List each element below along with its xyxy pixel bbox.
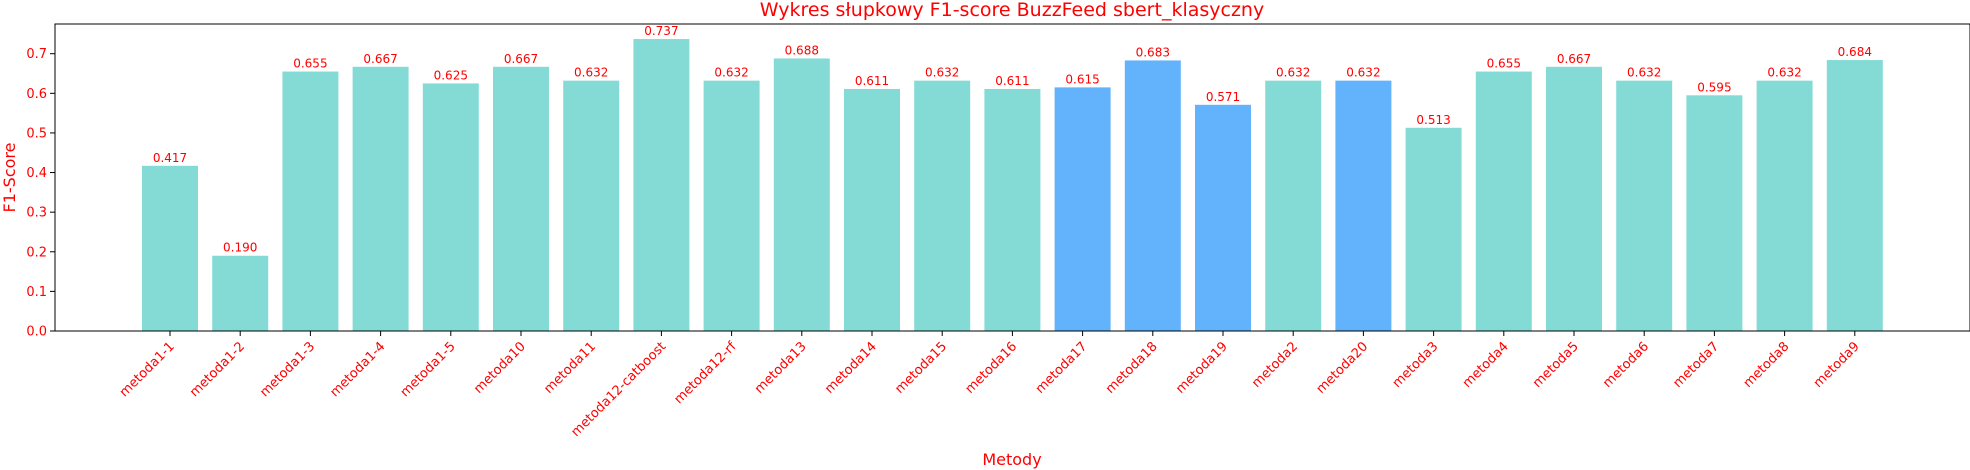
data-label-metoda2: 0.632 [1276, 66, 1310, 80]
bars-group: 0.417 0.190 0.655 0.667 0.625 0.667 0.632 0.737… [142, 24, 1883, 332]
data-label-metoda14: 0.611 [855, 74, 889, 88]
x-tick-label-metoda13: metoda13 [752, 339, 810, 397]
bar-metoda11 [563, 80, 620, 331]
bar-metoda10 [493, 66, 549, 332]
bar-metoda1-4 [352, 66, 409, 332]
data-label-metoda12-rf: 0.632 [714, 66, 748, 80]
x-tick-label-metoda2: metoda2 [1249, 339, 1301, 391]
x-tick-label-metoda3: metoda3 [1390, 339, 1442, 391]
y-tick-label: 0.6 [26, 87, 47, 102]
x-tick-label-metoda11: metoda11 [541, 339, 599, 397]
bar-metoda1-1 [142, 165, 198, 331]
bar-metoda5 [1546, 66, 1602, 332]
data-label-metoda3: 0.513 [1416, 113, 1450, 127]
y-tick-label: 0.5 [26, 126, 47, 141]
y-tick-label: 0.7 [26, 47, 47, 62]
y-tick-label: 0.2 [26, 245, 47, 260]
data-label-metoda19: 0.571 [1206, 90, 1240, 104]
x-tick-label-metoda6: metoda6 [1600, 339, 1652, 391]
plot-frame [54, 23, 1970, 332]
bar-metoda15 [914, 80, 971, 331]
bar-metoda17 [1054, 87, 1111, 331]
x-tick-label-metoda7: metoda7 [1670, 339, 1722, 391]
bar-metoda14 [844, 88, 900, 331]
data-label-metoda8: 0.632 [1767, 66, 1801, 80]
x-tick-label-metoda1-5: metoda1-5 [398, 339, 459, 400]
data-label-metoda1-1: 0.417 [153, 151, 187, 165]
data-label-metoda9: 0.684 [1838, 45, 1872, 59]
data-label-metoda1-4: 0.667 [363, 52, 397, 66]
x-tick-label-metoda12-rf: metoda12-rf [671, 339, 739, 407]
y-axis: 0.0 0.1 0.2 0.3 0.4 0.5 0.6 0.7 [26, 47, 55, 340]
x-axis-label: Metody [982, 450, 1041, 469]
bar-metoda18 [1124, 60, 1181, 331]
bar-metoda12-rf [703, 80, 760, 331]
x-tick-label-metoda14: metoda14 [822, 339, 880, 397]
y-tick-label: 0.4 [26, 166, 47, 181]
data-label-metoda1-2: 0.190 [223, 241, 257, 255]
x-tick-label-metoda9: metoda9 [1811, 339, 1863, 391]
x-tick-label-metoda20: metoda20 [1314, 339, 1372, 397]
data-label-metoda16: 0.611 [995, 74, 1029, 88]
data-label-metoda10: 0.667 [504, 52, 538, 66]
y-axis-label: F1-Score [0, 143, 19, 213]
data-label-metoda6: 0.632 [1627, 66, 1661, 80]
x-tick-label-metoda16: metoda16 [963, 339, 1021, 397]
x-tick-label-metoda4: metoda4 [1460, 339, 1512, 391]
bar-metoda16 [984, 88, 1041, 331]
x-tick-label-metoda19: metoda19 [1173, 339, 1231, 397]
data-label-metoda18: 0.683 [1136, 45, 1170, 59]
x-tick-label-metoda1-2: metoda1-2 [187, 339, 248, 400]
y-tick-label: 0.3 [26, 206, 47, 221]
x-tick-label-metoda1-4: metoda1-4 [327, 339, 388, 400]
bar-metoda19 [1195, 104, 1251, 331]
data-label-metoda5: 0.667 [1557, 52, 1591, 66]
data-label-metoda12-catboost: 0.737 [644, 24, 678, 38]
bar-metoda6 [1616, 80, 1673, 331]
data-label-metoda13: 0.688 [785, 43, 819, 57]
data-label-metoda15: 0.632 [925, 66, 959, 80]
bar-metoda1-2 [212, 255, 269, 331]
data-label-metoda20: 0.632 [1346, 66, 1380, 80]
x-axis: metoda1-1 metoda1-2 metoda1-3 metoda1-4 meto… [117, 331, 1863, 440]
chart-title: Wykres słupkowy F1-score BuzzFeed sbert_… [760, 0, 1264, 21]
x-tick-label-metoda18: metoda18 [1103, 339, 1161, 397]
data-label-metoda7: 0.595 [1697, 80, 1731, 94]
bar-metoda2 [1265, 80, 1322, 331]
x-tick-label-metoda10: metoda10 [471, 339, 529, 397]
x-tick-label-metoda15: metoda15 [892, 339, 950, 397]
bar-metoda12-catboost [633, 39, 690, 331]
x-tick-label-metoda1-3: metoda1-3 [257, 339, 318, 400]
bar-metoda8 [1756, 80, 1813, 331]
bar-metoda7 [1686, 95, 1743, 331]
data-label-metoda11: 0.632 [574, 66, 608, 80]
bar-metoda9 [1826, 60, 1883, 332]
data-label-metoda4: 0.655 [1487, 57, 1521, 71]
bar-metoda4 [1475, 71, 1532, 331]
x-tick-label-metoda5: metoda5 [1530, 339, 1582, 391]
data-label-metoda17: 0.615 [1065, 72, 1099, 86]
bar-metoda13 [773, 58, 830, 331]
x-tick-label-metoda17: metoda17 [1033, 339, 1091, 397]
data-label-metoda1-5: 0.625 [434, 68, 468, 82]
bar-metoda1-3 [282, 71, 339, 331]
data-label-metoda1-3: 0.655 [293, 57, 327, 71]
y-tick-label: 0.0 [26, 325, 47, 340]
bar-metoda3 [1405, 127, 1462, 332]
bar-metoda1-5 [422, 83, 479, 331]
x-tick-label-metoda8: metoda8 [1741, 339, 1793, 391]
x-tick-label-metoda1-1: metoda1-1 [117, 339, 178, 400]
bar-metoda20 [1335, 80, 1392, 331]
y-tick-label: 0.1 [26, 285, 47, 300]
